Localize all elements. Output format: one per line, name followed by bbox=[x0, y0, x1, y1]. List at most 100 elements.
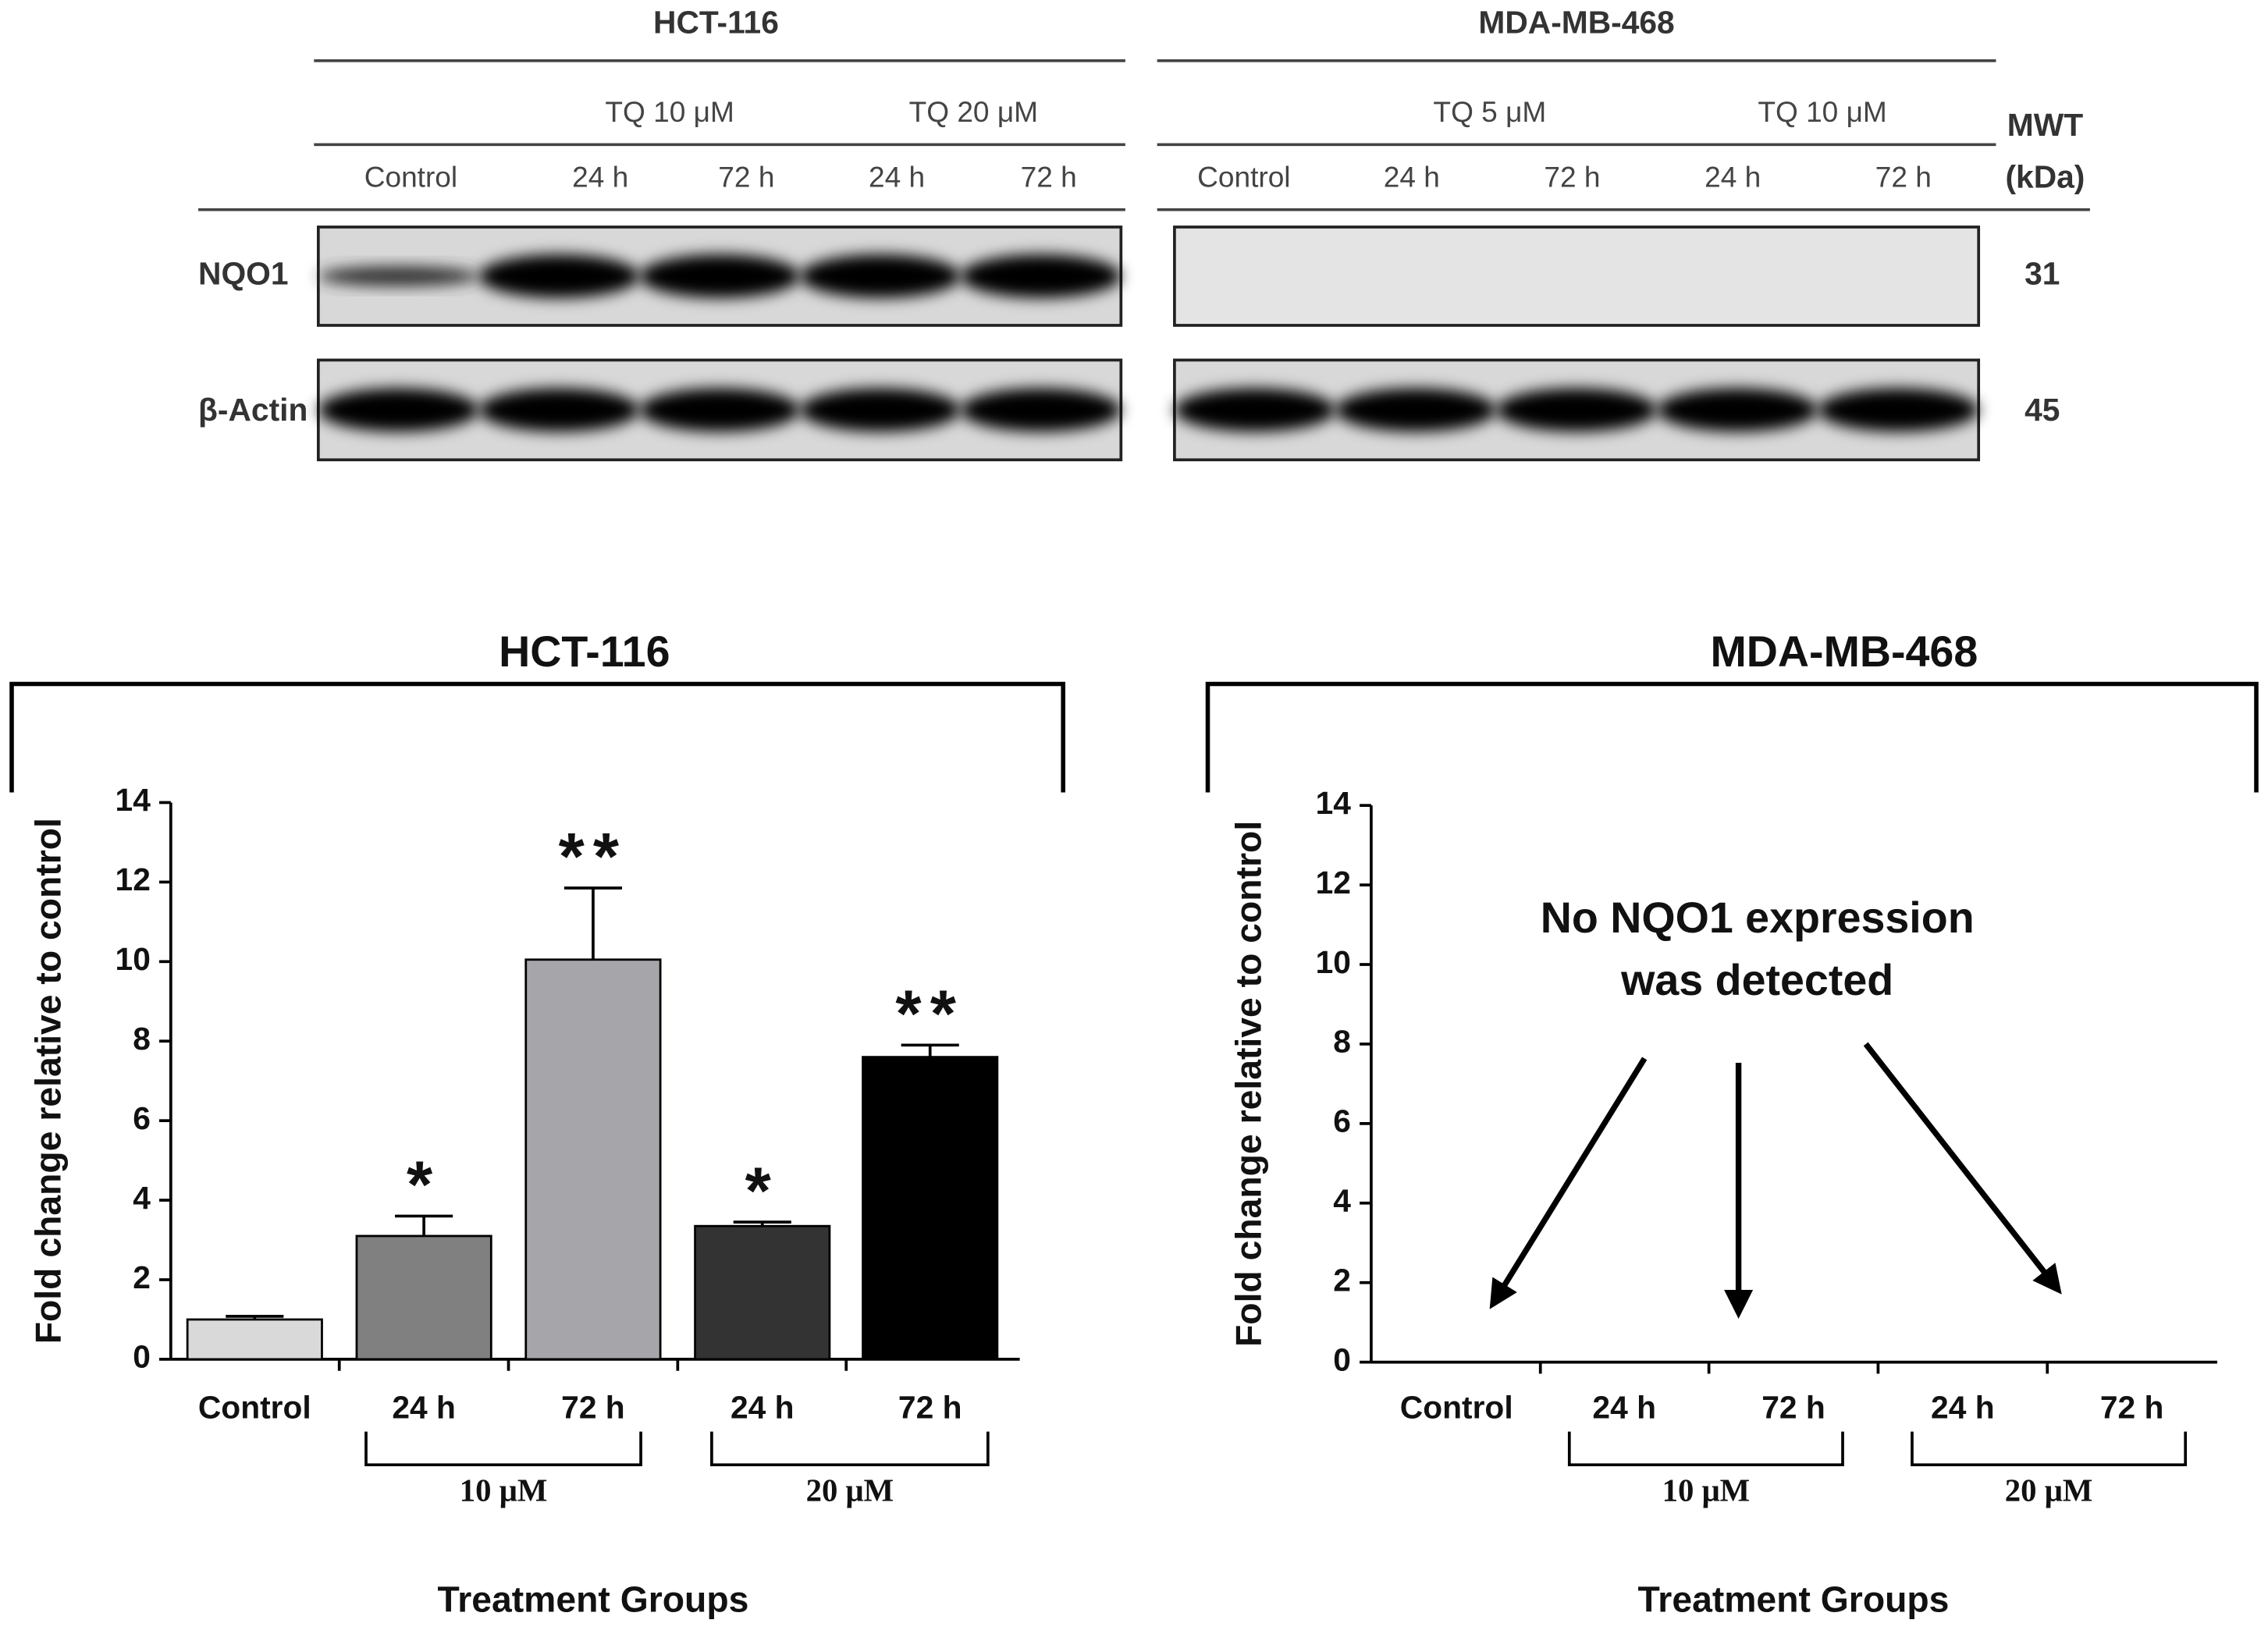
band bbox=[1174, 388, 1335, 432]
y-tick-label: 8 bbox=[133, 1021, 151, 1057]
band bbox=[1496, 388, 1658, 432]
y-axis-label: Fold change relative to control bbox=[1228, 821, 1268, 1347]
band bbox=[639, 254, 800, 298]
band bbox=[799, 254, 961, 298]
band bbox=[1657, 388, 1818, 432]
x-tick-label: 72 h bbox=[898, 1390, 962, 1426]
bar bbox=[355, 1234, 492, 1361]
x-tick-label: 24 h bbox=[1592, 1390, 1656, 1426]
y-tick-label: 14 bbox=[1316, 785, 1352, 821]
y-tick-label: 6 bbox=[133, 1100, 151, 1136]
y-tick-label: 2 bbox=[1333, 1262, 1351, 1298]
bar bbox=[862, 1056, 999, 1361]
error-bar bbox=[395, 1214, 453, 1236]
x-tick-label: 72 h bbox=[561, 1390, 625, 1426]
western-blot: HCT-116 TQ 10 μM TQ 20 μM Control 24 h 72 h 24… bbox=[198, 4, 2090, 462]
band bbox=[799, 388, 961, 432]
bar bbox=[186, 1318, 323, 1361]
group-label: 10 μM bbox=[1662, 1473, 1751, 1508]
mw-label: 45 bbox=[2024, 392, 2060, 428]
lane-label: 24 h bbox=[572, 161, 628, 194]
y-tick-label: 6 bbox=[1333, 1103, 1351, 1139]
y-tick-label: 0 bbox=[133, 1339, 151, 1375]
band bbox=[478, 254, 640, 298]
group-bracket bbox=[1567, 1431, 1844, 1467]
lane-label: 72 h bbox=[1021, 161, 1077, 194]
annotation: No NQO1 expression bbox=[1541, 893, 1975, 942]
y-tick-label: 4 bbox=[1333, 1183, 1351, 1219]
y-tick-label: 12 bbox=[116, 861, 151, 897]
error-bar bbox=[563, 886, 623, 960]
x-axis-label: Treatment Groups bbox=[1638, 1579, 1950, 1619]
bar bbox=[524, 958, 662, 1361]
arrow bbox=[1489, 1057, 1648, 1309]
x-tick-label: 24 h bbox=[1931, 1390, 1995, 1426]
x-tick-label: Control bbox=[1400, 1390, 1513, 1426]
chart-title: HCT-116 bbox=[499, 627, 670, 676]
group-bracket bbox=[1911, 1431, 2188, 1467]
lane-label: 24 h bbox=[1705, 161, 1761, 194]
cell-line-title: MDA-MB-468 bbox=[1478, 4, 1674, 40]
protein-label: β-Actin bbox=[198, 392, 307, 428]
band bbox=[318, 265, 479, 286]
bar bbox=[694, 1224, 831, 1361]
x-tick-label: 24 h bbox=[731, 1390, 795, 1426]
treatment-label: TQ 5 μM bbox=[1433, 95, 1546, 128]
title-bracket bbox=[1205, 681, 2259, 793]
blot-panel bbox=[1173, 226, 1981, 327]
treatment-label: TQ 10 μM bbox=[605, 95, 734, 128]
y-tick-label: 12 bbox=[1316, 865, 1351, 900]
y-axis-label: Fold change relative to control bbox=[27, 818, 68, 1344]
chart-title: MDA-MB-468 bbox=[1710, 627, 1978, 676]
x-tick-label: 24 h bbox=[392, 1390, 456, 1426]
band bbox=[960, 388, 1122, 432]
group-bracket bbox=[364, 1431, 642, 1467]
band bbox=[478, 388, 640, 432]
protein-label: NQO1 bbox=[198, 256, 289, 292]
treatment-label: TQ 10 μM bbox=[1758, 95, 1886, 128]
significance-label: ** bbox=[895, 977, 965, 1051]
band bbox=[1335, 388, 1497, 432]
band bbox=[318, 388, 479, 432]
lane-label: 72 h bbox=[718, 161, 774, 194]
mwt-label: MWT bbox=[2007, 107, 2083, 143]
band bbox=[960, 254, 1122, 298]
significance-label: ** bbox=[559, 820, 628, 894]
y-tick-label: 10 bbox=[116, 941, 151, 977]
band bbox=[1818, 388, 1979, 432]
significance-label: * bbox=[745, 1154, 780, 1228]
y-tick-label: 14 bbox=[116, 782, 151, 818]
x-tick-label: 72 h bbox=[2100, 1390, 2164, 1426]
group-label: 20 μM bbox=[806, 1473, 894, 1508]
cell-line-title: HCT-116 bbox=[653, 4, 779, 40]
mw-label: 31 bbox=[2024, 256, 2060, 292]
y-tick-label: 10 bbox=[1316, 944, 1351, 980]
lane-label: 72 h bbox=[1544, 161, 1600, 194]
group-label: 10 μM bbox=[460, 1473, 548, 1508]
error-bar bbox=[901, 1043, 959, 1057]
mwt-unit: (kDa) bbox=[2005, 159, 2085, 195]
y-tick-label: 0 bbox=[1333, 1341, 1351, 1377]
arrow bbox=[1863, 1042, 2062, 1295]
band bbox=[639, 388, 800, 432]
treatment-label: TQ 20 μM bbox=[909, 95, 1038, 128]
lane-label: 24 h bbox=[869, 161, 925, 194]
annotation: was detected bbox=[1620, 956, 1893, 1004]
y-tick-label: 4 bbox=[133, 1180, 151, 1216]
x-tick-label: 72 h bbox=[1761, 1390, 1825, 1426]
group-bracket bbox=[710, 1431, 990, 1467]
y-tick-label: 2 bbox=[133, 1259, 151, 1295]
lane-label: Control bbox=[1197, 161, 1290, 194]
x-tick-label: Control bbox=[198, 1390, 311, 1426]
title-bracket bbox=[9, 681, 1065, 793]
x-axis-label: Treatment Groups bbox=[437, 1579, 748, 1619]
lane-label: 24 h bbox=[1384, 161, 1440, 194]
group-label: 20 μM bbox=[2005, 1473, 2093, 1508]
charts: HCT-116 0 2 4 6 8 10 12 14 Fold change relative t… bbox=[9, 627, 2259, 1619]
lane-label: Control bbox=[364, 161, 457, 194]
y-tick-label: 8 bbox=[1333, 1024, 1351, 1060]
significance-label: * bbox=[407, 1149, 441, 1223]
lane-label: 72 h bbox=[1875, 161, 1932, 194]
